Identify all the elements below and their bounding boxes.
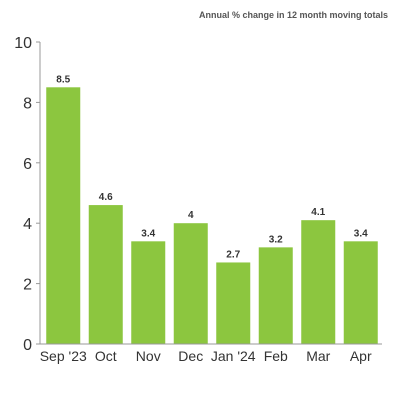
bar-value-label: 3.2 <box>269 234 283 245</box>
chart-subtitle: Annual % change in 12 month moving total… <box>198 10 388 20</box>
y-tick-label: 4 <box>23 216 32 233</box>
y-tick-label: 10 <box>14 35 32 52</box>
x-tick-label: Mar <box>306 348 330 364</box>
bar <box>301 220 336 344</box>
bar-value-label: 2.7 <box>226 249 240 260</box>
bar-value-label: 4.1 <box>311 207 325 218</box>
y-tick-label: 0 <box>23 337 32 354</box>
x-tick-label: Oct <box>95 348 117 364</box>
bar <box>131 241 166 344</box>
bar <box>46 87 81 345</box>
x-tick-label: Nov <box>136 348 161 364</box>
bar <box>343 241 378 344</box>
x-tick-label: Sep '23 <box>40 348 87 364</box>
y-tick-label: 8 <box>23 95 32 112</box>
bar <box>88 205 123 344</box>
bar <box>216 262 251 344</box>
y-tick-label: 6 <box>23 156 32 173</box>
bar-value-label: 3.4 <box>354 228 368 239</box>
bar-value-label: 4.6 <box>99 192 113 203</box>
x-tick-label: Jan '24 <box>211 348 256 364</box>
bar <box>173 223 208 344</box>
x-tick-label: Apr <box>350 348 372 364</box>
bar <box>258 247 293 344</box>
x-tick-label: Dec <box>178 348 203 364</box>
bar-value-label: 8.5 <box>56 74 70 85</box>
bar-value-label: 4 <box>188 210 194 221</box>
x-tick-label: Feb <box>264 348 288 364</box>
y-tick-label: 2 <box>23 277 32 294</box>
bar-value-label: 3.4 <box>141 228 155 239</box>
